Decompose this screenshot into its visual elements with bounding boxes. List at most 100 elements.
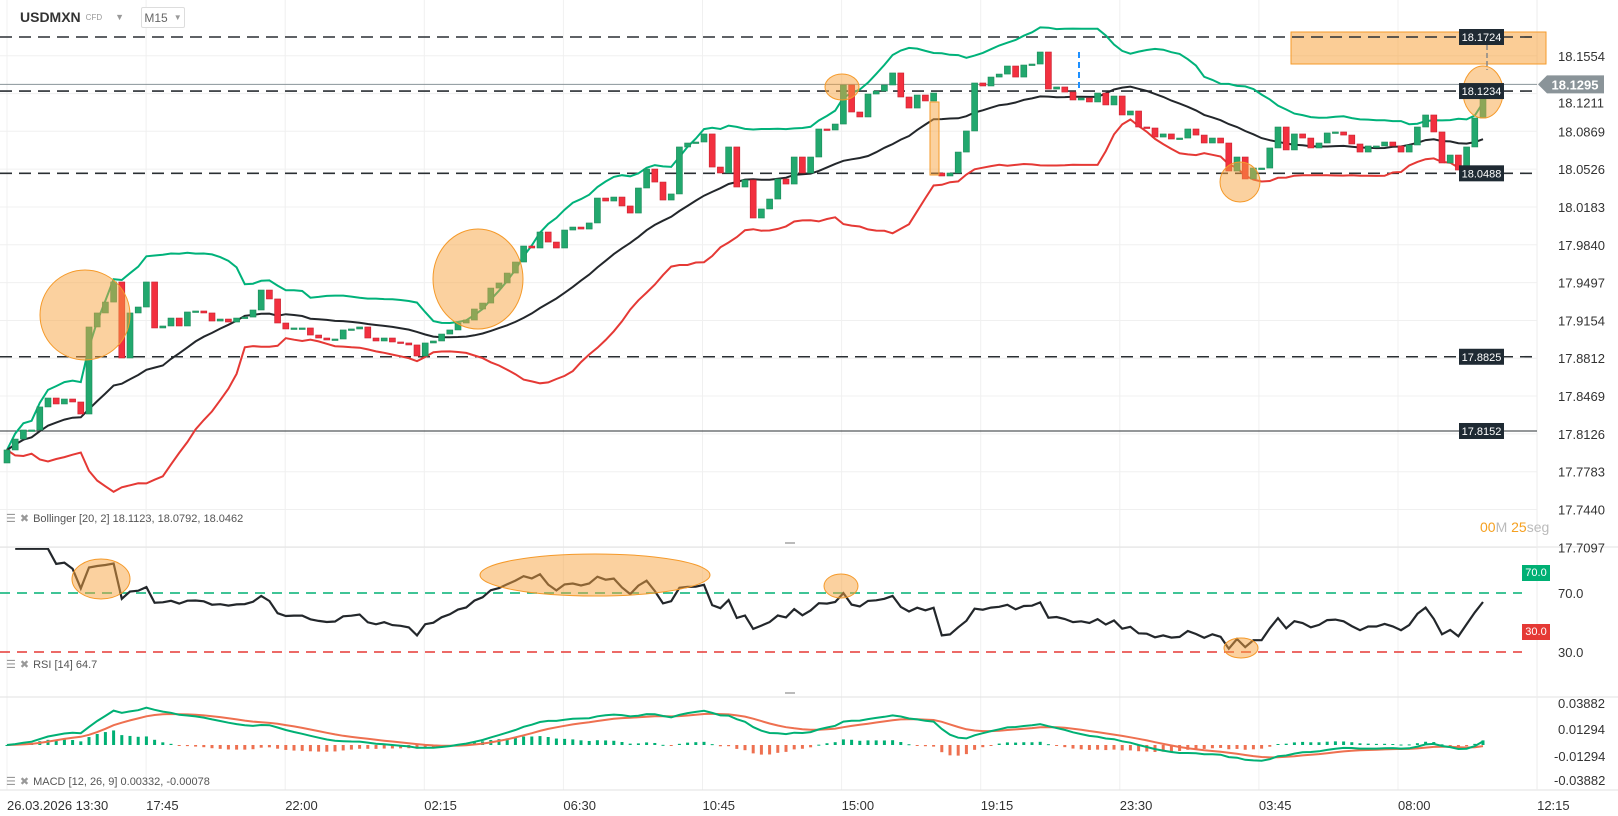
price-tick-label: 18.1554 <box>1558 49 1605 64</box>
macd-histogram-bar <box>874 740 878 745</box>
candle-bullish <box>987 76 995 87</box>
price-tick-label: 18.0183 <box>1558 200 1605 215</box>
macd-histogram-bar <box>891 740 895 745</box>
macd-pane[interactable] <box>5 706 1485 762</box>
candle-bullish <box>946 172 954 177</box>
candle-bullish <box>421 342 429 357</box>
macd-histogram-bar <box>915 745 919 746</box>
macd-histogram-bar <box>71 740 75 745</box>
macd-histogram-bar <box>1046 744 1050 746</box>
candle-bullish <box>864 93 872 118</box>
candle-bearish <box>938 172 946 177</box>
macd-histogram-bar <box>587 740 591 745</box>
candle-bearish <box>274 298 281 324</box>
macd-histogram-bar <box>645 742 649 745</box>
caret-down-icon[interactable]: ▼ <box>115 12 125 22</box>
macd-histogram-bar <box>595 740 599 745</box>
candle-bullish <box>520 245 527 263</box>
macd-histogram-bar <box>95 733 99 745</box>
candle-bullish <box>1004 65 1011 75</box>
macd-tick-label: 0.01294 <box>1558 722 1605 737</box>
rsi-tick-label: 70.0 <box>1558 586 1583 601</box>
price-pane[interactable] <box>0 26 1537 493</box>
price-tick-label: 17.8469 <box>1558 389 1605 404</box>
candle-bullish <box>348 328 355 331</box>
candle-bearish <box>307 327 314 336</box>
macd-histogram-bar <box>1071 745 1075 749</box>
macd-histogram-bar <box>153 739 157 745</box>
list-icon[interactable]: ☰ <box>6 513 16 525</box>
macd-histogram-bar <box>932 745 936 747</box>
macd-histogram-bar <box>1415 743 1419 745</box>
candle-bullish <box>831 123 839 131</box>
candle-bearish <box>1200 134 1208 144</box>
macd-histogram-bar <box>112 730 116 745</box>
macd-histogram-bar <box>226 745 230 750</box>
macd-histogram-bar <box>1038 741 1042 745</box>
macd-histogram-bar <box>308 745 312 752</box>
price-tick-label: 18.1211 <box>1558 95 1604 110</box>
candle-bullish <box>1020 64 1028 78</box>
symbol-selector[interactable]: USDMXN CFD ▼ <box>20 9 124 25</box>
macd-histogram-bar <box>997 743 1001 745</box>
candle-bearish <box>323 337 331 341</box>
caret-down-icon: ▼ <box>173 13 182 22</box>
close-icon[interactable]: ✖ <box>19 776 30 788</box>
candle-bullish <box>298 327 306 330</box>
candle-bullish <box>1315 142 1323 149</box>
macd-histogram-bar <box>694 742 698 745</box>
instrument-type: CFD <box>85 12 103 22</box>
candle-bullish <box>1332 131 1339 134</box>
candle-bearish <box>577 226 585 230</box>
candle-bearish <box>1397 145 1405 153</box>
close-icon[interactable]: ✖ <box>19 659 30 671</box>
macd-histogram-bar <box>841 739 845 745</box>
candle-bullish <box>44 397 52 408</box>
candle-bearish <box>69 398 76 403</box>
candle-bullish <box>1422 114 1429 128</box>
macd-histogram-bar <box>620 742 624 745</box>
macd-histogram-bar <box>1169 745 1173 752</box>
macd-histogram-bar <box>374 745 378 749</box>
candle-bullish <box>1028 63 1036 66</box>
macd-histogram-bar <box>194 745 198 747</box>
macd-histogram-bar <box>735 745 739 749</box>
candle-bearish <box>397 341 404 344</box>
macd-histogram-bar <box>1087 745 1091 750</box>
countdown-minutes-unit: M <box>1495 519 1508 535</box>
candle-bearish <box>1340 131 1347 136</box>
macd-histogram-bar <box>784 745 788 752</box>
rsi-highlight <box>1223 637 1259 659</box>
timeframe-dropdown[interactable]: M15 ▼ <box>141 7 185 28</box>
candle-bullish <box>1405 144 1413 153</box>
rsi-pane[interactable] <box>0 548 1522 653</box>
macd-histogram-bar <box>185 745 189 747</box>
time-tick-label: 22:00 <box>285 798 318 813</box>
macd-histogram-bar <box>1210 745 1214 749</box>
candle-bullish <box>1258 167 1265 170</box>
time-tick-label: 26.03.2026 13:30 <box>7 798 108 813</box>
annotations <box>39 37 1504 659</box>
candle-bullish <box>233 317 240 323</box>
macd-histogram-bar <box>850 739 854 745</box>
time-tick-label: 06:30 <box>563 798 596 813</box>
macd-histogram-bar <box>1128 745 1132 751</box>
grid <box>0 0 1618 791</box>
macd-histogram-bar <box>530 736 534 745</box>
candle-bullish <box>692 141 700 144</box>
candle-bearish <box>315 334 322 339</box>
candle-bearish <box>372 337 380 342</box>
macd-histogram-bar <box>1112 745 1116 750</box>
list-icon[interactable]: ☰ <box>6 776 16 788</box>
candle-bearish <box>77 401 85 415</box>
candle-bullish <box>438 333 445 342</box>
macd-histogram-bar <box>1079 745 1083 750</box>
macd-histogram-bar <box>210 745 214 749</box>
candle-bullish <box>643 168 650 189</box>
macd-histogram-bar <box>1473 743 1477 745</box>
current-price-text: 18.1295 <box>1552 77 1599 92</box>
candle-bearish <box>175 317 183 327</box>
close-icon[interactable]: ✖ <box>19 513 30 525</box>
list-icon[interactable]: ☰ <box>6 659 16 671</box>
